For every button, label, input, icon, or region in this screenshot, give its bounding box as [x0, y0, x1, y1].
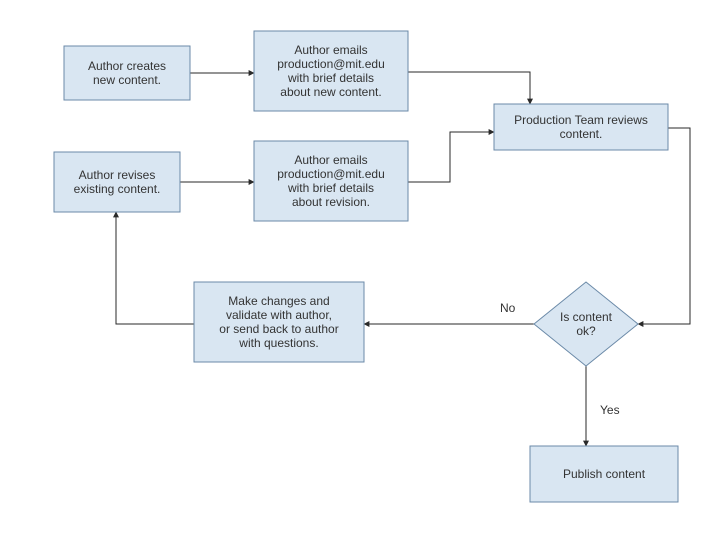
edge-emailRevision-review: [408, 132, 494, 182]
edge-emailNew-review: [408, 72, 530, 104]
flowchart: NoYesAuthor createsnew content.Author em…: [0, 0, 728, 542]
edge-label-yes: Yes: [600, 403, 620, 417]
node-label-publish: Publish content: [563, 467, 646, 481]
edge-label-no: No: [500, 301, 516, 315]
edge-review-isOk: [638, 128, 690, 324]
node-label-reviseContent: Author revisesexisting content.: [74, 168, 161, 196]
edge-makeChanges-reviseContent: [116, 212, 194, 324]
node-label-createContent: Author createsnew content.: [88, 59, 166, 87]
